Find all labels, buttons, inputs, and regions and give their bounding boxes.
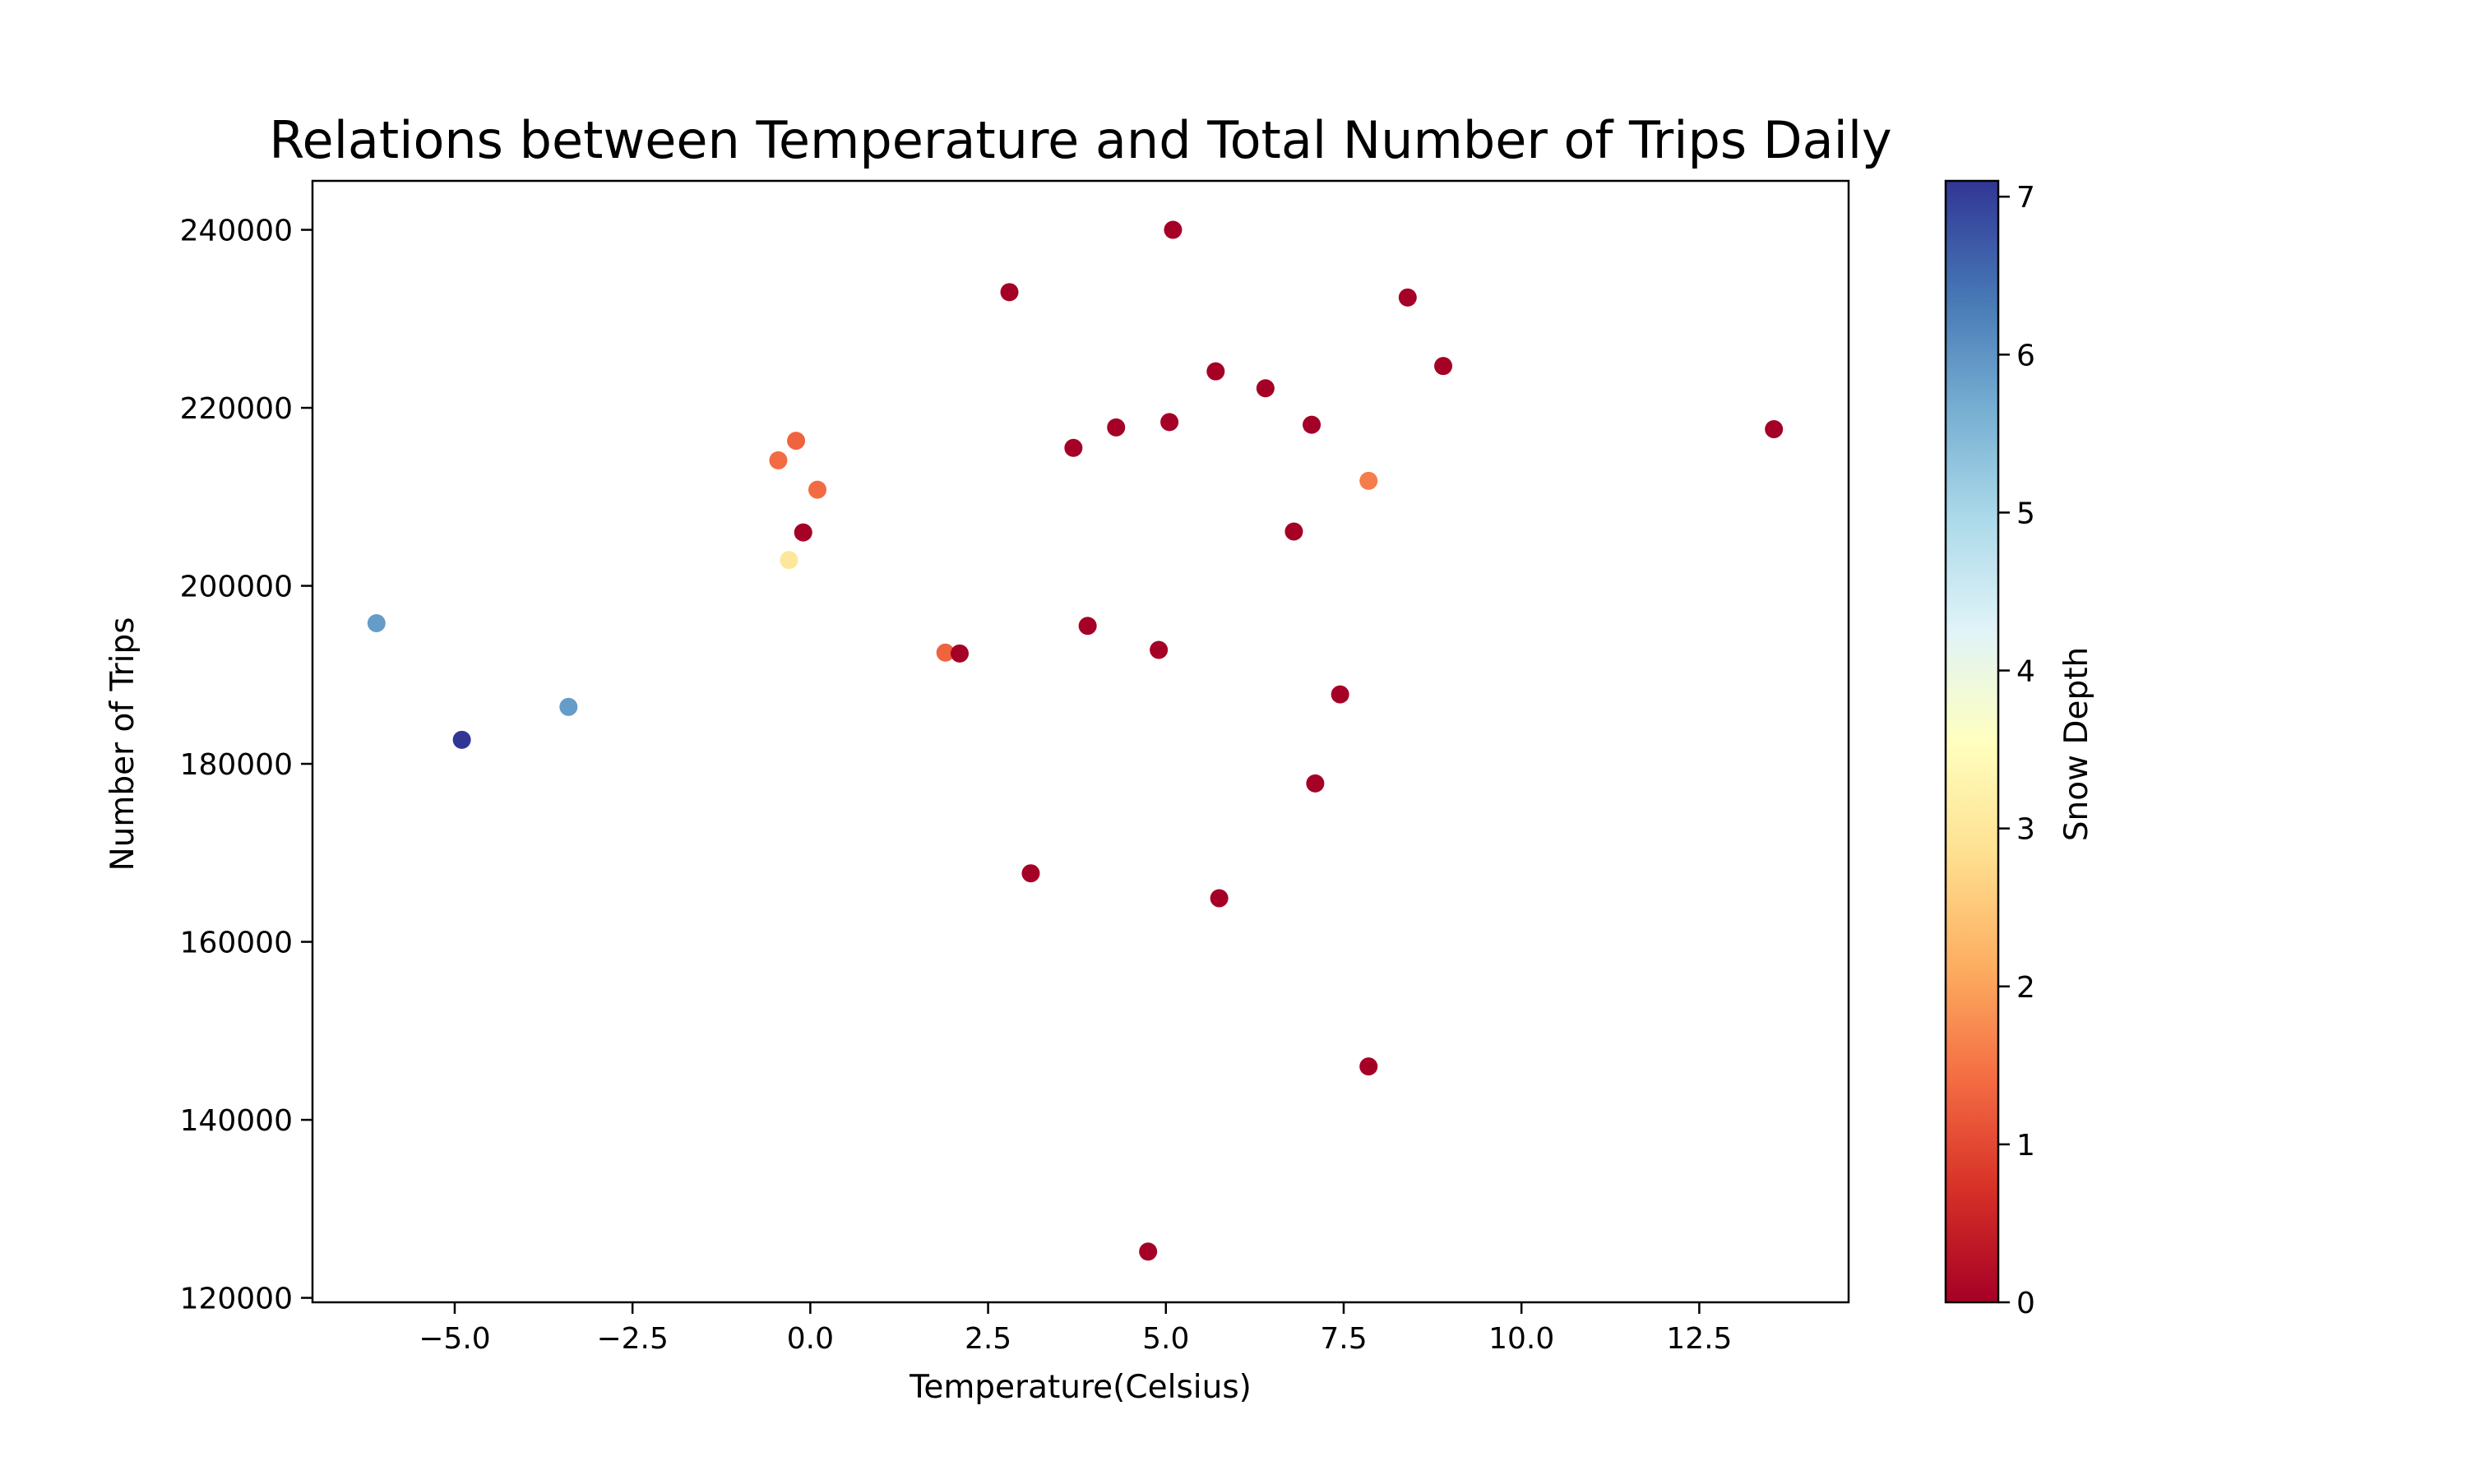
- x-tick-label: 5.0: [1142, 1322, 1189, 1356]
- plot-frame: [311, 179, 1850, 1304]
- y-tick-label: 220000: [180, 392, 293, 426]
- scatter-point: [1434, 357, 1453, 376]
- x-axis-label: Temperature(Celsius): [909, 1369, 1252, 1406]
- x-tick-label: 10.0: [1488, 1322, 1554, 1356]
- scatter-point: [1021, 864, 1040, 883]
- colorbar-tick-label: 6: [2016, 339, 2035, 372]
- scatter-point: [794, 523, 812, 542]
- scatter-point: [1160, 413, 1179, 432]
- y-tick-label: 180000: [180, 748, 293, 782]
- scatter-point: [1164, 220, 1183, 239]
- scatter-point: [1359, 1057, 1378, 1076]
- scatter-point: [1064, 438, 1083, 457]
- scatter-point: [950, 644, 969, 663]
- plot-area: −5.0 −2.5 0.0 2.5 5.0 7.5 10.0 12.5 120000 140000…: [180, 179, 1850, 1356]
- colorbar-tick-label: 5: [2016, 497, 2035, 530]
- y-tick-label: 160000: [180, 927, 293, 960]
- colorbar-gradient: [1944, 179, 2000, 1304]
- scatter-point: [769, 451, 788, 469]
- scatter-point: [1331, 685, 1349, 704]
- scatter-point: [1107, 418, 1126, 437]
- scatter-point: [1306, 774, 1325, 793]
- scatter-point: [936, 643, 955, 662]
- scatter-point: [1000, 283, 1019, 302]
- y-tick-label: 200000: [180, 571, 293, 604]
- scatter-point: [559, 697, 578, 716]
- scatter-point: [1078, 617, 1097, 636]
- scatter-point: [1206, 362, 1225, 381]
- scatter-point: [452, 730, 471, 749]
- x-tick-label: −5.0: [419, 1322, 490, 1356]
- scatter-point: [367, 614, 386, 633]
- colorbar-label: Snow Depth: [2058, 647, 2095, 841]
- scatter-point: [1210, 889, 1229, 908]
- colorbar-tick-label: 4: [2016, 655, 2035, 689]
- y-tick-label: 120000: [180, 1283, 293, 1316]
- x-tick-label: 2.5: [965, 1322, 1011, 1356]
- scatter-point: [808, 480, 827, 499]
- colorbar-tick-label: 3: [2016, 813, 2035, 847]
- scatter-point: [1139, 1242, 1158, 1261]
- colorbar-tick-label: 2: [2016, 971, 2035, 1005]
- scatter-point: [1150, 640, 1169, 659]
- x-tick-label: −2.5: [596, 1322, 668, 1356]
- scatter-point: [1359, 471, 1378, 490]
- colorbar: 0 1 2 3 4 5 6 7: [1944, 179, 2035, 1320]
- scatter-point: [1303, 415, 1321, 434]
- scatter-point: [780, 551, 798, 570]
- chart-title: Relations between Temperature and Total …: [269, 110, 1892, 170]
- x-tick-label: 12.5: [1666, 1322, 1732, 1356]
- colorbar-tick-label: 1: [2016, 1129, 2035, 1163]
- y-tick-label: 140000: [180, 1104, 293, 1138]
- scatter-point: [1284, 522, 1303, 541]
- scatter-point: [1765, 420, 1784, 439]
- y-axis-label: Number of Trips: [104, 617, 141, 871]
- x-tick-label: 7.5: [1320, 1322, 1367, 1356]
- x-tick-label: 0.0: [787, 1322, 834, 1356]
- scatter-point: [1256, 379, 1275, 398]
- colorbar-tick-label: 0: [2016, 1287, 2035, 1320]
- scatter-point: [787, 432, 806, 451]
- y-tick-label: 240000: [180, 215, 293, 248]
- scatter-point: [1398, 288, 1417, 307]
- colorbar-tick-label: 7: [2016, 181, 2035, 215]
